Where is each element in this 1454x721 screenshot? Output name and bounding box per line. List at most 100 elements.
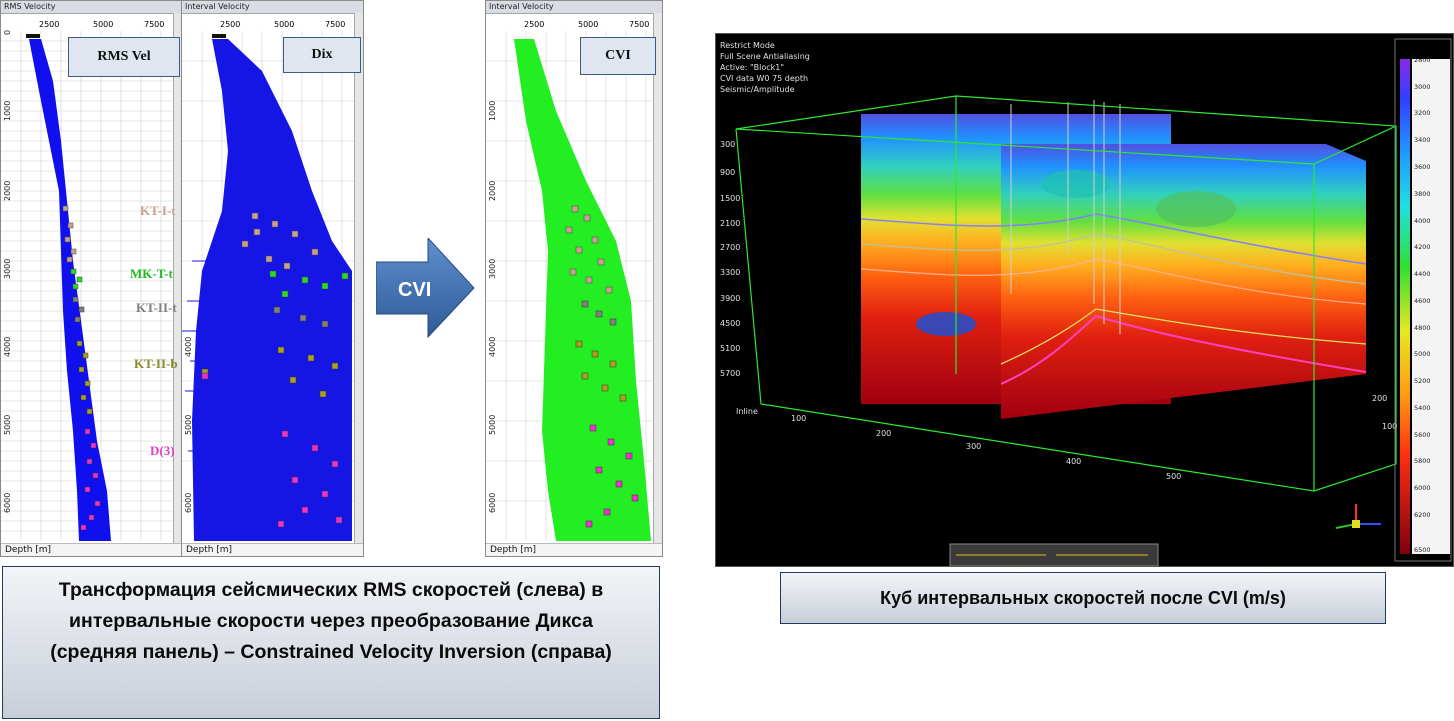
left-caption: Трансформация сейсмических RMS скоростей… <box>2 566 660 719</box>
picks-mk <box>70 268 83 290</box>
picks-kt1 <box>241 212 319 270</box>
svg-text:4600: 4600 <box>1414 297 1431 305</box>
depth-axis-label: Depth [m] <box>486 543 662 556</box>
svg-text:5000: 5000 <box>1414 350 1431 358</box>
cvi-velocity-plot: 2500 5000 7500 1000 2000 3000 4000 5000 … <box>486 20 654 541</box>
svg-text:2100: 2100 <box>720 219 740 228</box>
scale-bar <box>949 543 1159 566</box>
svg-text:5800: 5800 <box>1414 457 1431 465</box>
svg-text:5100: 5100 <box>720 344 740 353</box>
colorbar-labels: 2800 3000 3200 3400 3600 3800 4000 4200 … <box>1414 56 1431 554</box>
depth-axis: 300 900 1500 2100 2700 3300 3900 4500 51… <box>720 140 740 378</box>
svg-text:4800: 4800 <box>1414 324 1431 332</box>
rms-velocity-band <box>29 39 111 541</box>
picks-kt2b <box>575 340 627 402</box>
svg-text:2000: 2000 <box>488 181 497 201</box>
dix-velocity-plot: 2500 5000 7500 4000 <box>182 20 355 541</box>
panel-header: RMS Velocity <box>1 1 182 14</box>
x-tick: 5000 <box>578 20 598 29</box>
cvi-arrow: CVI <box>376 238 475 338</box>
vertical-scrollbar[interactable] <box>354 13 363 544</box>
svg-text:6500: 6500 <box>1414 546 1431 554</box>
picks-mk <box>269 270 349 298</box>
horizon-label: MK-T-t <box>130 266 173 281</box>
svg-text:6000: 6000 <box>3 493 12 513</box>
picks-d3 <box>585 424 639 528</box>
orientation-gizmo <box>1335 504 1381 529</box>
svg-text:Seismic/Amplitude: Seismic/Amplitude <box>720 85 795 94</box>
rms-velocity-panel: RMS Velocity 2500 5000 7500 <box>0 0 183 557</box>
colorbar <box>1400 59 1410 554</box>
overlay-text: Restrict Mode Full Scene Antialiasing Ac… <box>720 41 810 94</box>
svg-text:300: 300 <box>966 442 981 451</box>
svg-text:5400: 5400 <box>1414 404 1431 412</box>
x-tick: 5000 <box>274 20 294 29</box>
svg-text:CVI data W0 75 depth: CVI data W0 75 depth <box>720 74 808 83</box>
picks-kt1 <box>62 205 77 263</box>
horizon-label: KT-II-t <box>136 300 177 315</box>
svg-text:900: 900 <box>720 168 735 177</box>
x-tick: 7500 <box>144 20 164 29</box>
horizon-label: KT-I-t <box>140 203 176 218</box>
svg-text:5200: 5200 <box>1414 377 1431 385</box>
depth-axis-label: Depth [m] <box>182 543 363 556</box>
vertical-scrollbar[interactable] <box>653 13 662 544</box>
svg-text:2000: 2000 <box>3 181 12 201</box>
panel-header: Interval Velocity <box>486 1 662 14</box>
svg-text:4400: 4400 <box>1414 270 1431 278</box>
inline-axis: Inline 100 200 300 400 500 100 200 <box>736 394 1397 481</box>
svg-text:5600: 5600 <box>1414 431 1431 439</box>
picks-kt2b <box>201 346 339 398</box>
svg-text:500: 500 <box>1166 472 1181 481</box>
vertical-scrollbar[interactable] <box>173 13 182 544</box>
svg-text:6000: 6000 <box>488 493 497 513</box>
crossline-section <box>1001 144 1366 419</box>
svg-text:1500: 1500 <box>720 194 740 203</box>
x-tick: 2500 <box>220 20 240 29</box>
dix-tag: Dix <box>283 37 361 73</box>
svg-text:6200: 6200 <box>1414 511 1431 519</box>
svg-text:Full Scene Antialiasing: Full Scene Antialiasing <box>720 52 810 61</box>
right-caption: Куб интервальных скоростей после CVI (m/… <box>780 572 1386 624</box>
svg-text:Restrict Mode: Restrict Mode <box>720 41 775 50</box>
x-tick: 7500 <box>325 20 345 29</box>
svg-text:5000: 5000 <box>3 415 12 435</box>
grid <box>1 31 174 541</box>
svg-text:3300: 3300 <box>720 268 740 277</box>
svg-text:3000: 3000 <box>3 259 12 279</box>
cube-frame <box>735 95 1397 492</box>
dix-velocity-panel: Interval Velocity 2500 5000 7500 <box>181 0 364 557</box>
rms-velocity-plot: 2500 5000 7500 0 1000 2000 3000 40 <box>1 20 174 541</box>
svg-text:Active: "Block1": Active: "Block1" <box>720 63 784 72</box>
x-tick: 5000 <box>93 20 113 29</box>
svg-text:200: 200 <box>876 429 891 438</box>
svg-text:2700: 2700 <box>720 243 740 252</box>
svg-text:3000: 3000 <box>488 259 497 279</box>
svg-text:3800: 3800 <box>1414 190 1431 198</box>
svg-text:1000: 1000 <box>488 101 497 121</box>
svg-text:4000: 4000 <box>3 337 12 357</box>
cvi-tag: CVI <box>580 37 656 75</box>
depth-ticks: 0 1000 2000 3000 4000 5000 6000 <box>3 30 12 513</box>
svg-text:2800: 2800 <box>1414 56 1431 64</box>
picks-d3 <box>80 428 101 531</box>
velocity-cube-view[interactable]: Restrict Mode Full Scene Antialiasing Ac… <box>715 33 1454 567</box>
picks-kt2t <box>273 306 329 328</box>
horizon-label: KT-II-b <box>134 356 178 371</box>
svg-text:6000: 6000 <box>184 493 193 513</box>
cvi-velocity-band <box>514 39 651 541</box>
svg-text:100: 100 <box>1382 422 1397 431</box>
svg-text:3400: 3400 <box>1414 136 1431 144</box>
svg-text:Inline: Inline <box>736 407 758 416</box>
svg-text:200: 200 <box>1372 394 1387 403</box>
x-tick: 7500 <box>629 20 649 29</box>
picks-kt2t <box>581 300 617 326</box>
svg-text:5700: 5700 <box>720 369 740 378</box>
svg-text:3600: 3600 <box>1414 163 1431 171</box>
picks-kt2b <box>76 340 93 415</box>
svg-text:3200: 3200 <box>1414 109 1431 117</box>
horizon-label: D(3) <box>150 443 175 458</box>
picks-kt2t <box>72 296 85 323</box>
svg-text:4000: 4000 <box>184 337 193 357</box>
picks-kt1 <box>565 205 613 294</box>
